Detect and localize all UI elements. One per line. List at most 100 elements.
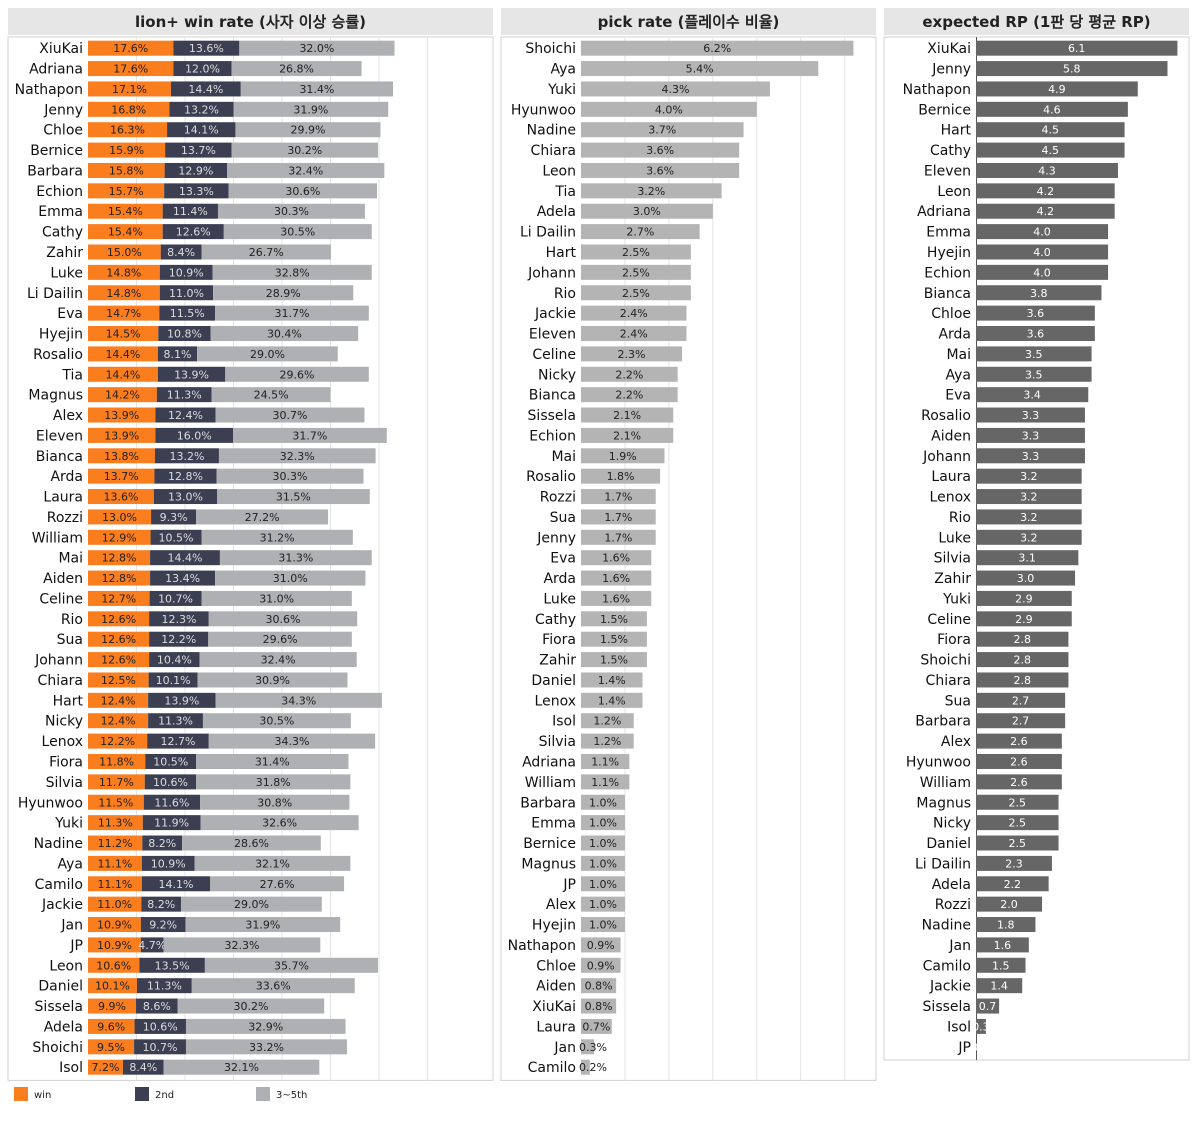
data-label: 1.0% (589, 837, 617, 850)
data-label: 10.6% (143, 1020, 178, 1033)
data-label: 31.7% (292, 429, 327, 442)
bar-segment (88, 1059, 123, 1075)
data-label: 3.0 (1017, 572, 1035, 585)
data-label: 3.2 (1020, 470, 1038, 483)
data-label: 11.6% (154, 796, 189, 809)
bar-segment (140, 917, 186, 933)
category-label: Chiara (926, 673, 971, 689)
data-label: 12.6% (101, 654, 136, 667)
data-label: 2.5% (622, 246, 650, 259)
bar (976, 346, 1092, 362)
bar (581, 713, 634, 729)
category-label: Emma (926, 225, 971, 241)
category-label: Leon (49, 958, 83, 974)
bar (976, 570, 1076, 586)
data-label: 34.3% (274, 735, 309, 748)
bar-segment (88, 733, 148, 749)
data-label: 0.9% (587, 939, 615, 952)
category-label: Yuki (54, 816, 83, 832)
category-label: Shoichi (920, 653, 971, 669)
bar (976, 387, 1089, 403)
data-label: 2.6 (1010, 776, 1028, 789)
data-label: 5.4% (686, 63, 714, 76)
data-label: 30.2% (233, 1000, 268, 1013)
bar (976, 978, 1023, 994)
bar-segment (158, 326, 211, 342)
data-label: 3.8 (1030, 287, 1048, 300)
bar (976, 611, 1072, 627)
data-label: 3.2 (1020, 511, 1038, 524)
data-label: 31.5% (276, 491, 311, 504)
data-label: 12.9% (178, 164, 213, 177)
data-label: 4.7% (138, 939, 166, 952)
data-label: 1.0% (589, 817, 617, 830)
category-label: Cathy (42, 225, 83, 241)
category-label: Alex (941, 734, 971, 750)
data-label: 10.5% (159, 531, 194, 544)
data-label: 10.6% (96, 959, 131, 972)
bar-segment (88, 203, 163, 219)
bar-segment (217, 203, 365, 219)
category-label: Magnus (916, 795, 971, 811)
bar-segment (218, 448, 376, 464)
data-label: 4.0% (655, 103, 683, 116)
bar (581, 61, 819, 77)
data-label: 12.6% (176, 226, 211, 239)
category-label: Hart (941, 123, 972, 139)
data-label: 3.3 (1022, 429, 1040, 442)
category-label: Arda (543, 571, 576, 587)
data-label: 31.4% (299, 83, 334, 96)
bar-segment (170, 81, 241, 97)
category-label: Sissela (35, 999, 83, 1015)
data-label: 32.0% (299, 42, 334, 55)
data-label: 1.0% (589, 796, 617, 809)
data-label: 10.6% (153, 776, 188, 789)
data-label: 30.9% (255, 674, 290, 687)
data-label: 2.8 (1013, 654, 1031, 667)
category-label: Hyunwoo (511, 102, 576, 118)
data-label: 32.1% (255, 857, 290, 870)
category-label: Eva (945, 388, 971, 404)
bar (581, 611, 647, 627)
category-label: Hart (53, 693, 84, 709)
bar-segment (88, 917, 141, 933)
data-label: 4.3 (1038, 164, 1056, 177)
category-label: Sua (945, 693, 971, 709)
bar (581, 264, 691, 280)
data-label: 1.4% (598, 674, 626, 687)
category-label: XiuKai (532, 999, 576, 1015)
legend-swatch (256, 1087, 270, 1101)
data-label: 11.4% (173, 205, 208, 218)
bar (976, 427, 1085, 443)
category-label: Rozzi (935, 897, 971, 913)
bar (581, 672, 643, 688)
category-label: Adela (537, 204, 576, 220)
bar-segment (88, 713, 149, 729)
bar-segment (204, 957, 379, 973)
bar-segment (200, 815, 359, 831)
data-label: 1.2% (593, 715, 621, 728)
bar (581, 326, 687, 342)
bar-segment (215, 305, 369, 321)
bar-segment (88, 101, 170, 117)
data-label: 4.6 (1043, 103, 1061, 116)
bar-segment (197, 346, 338, 362)
data-label: 1.6% (602, 592, 630, 605)
data-label: 13.8% (104, 450, 139, 463)
bar-segment (88, 529, 151, 545)
bar-segment (88, 835, 143, 851)
bar (976, 366, 1092, 382)
bar-segment (199, 652, 357, 668)
bar-segment (88, 550, 151, 566)
category-label: Laura (931, 469, 971, 485)
bar-segment (156, 387, 212, 403)
bar (581, 835, 625, 851)
category-label: Magnus (521, 856, 576, 872)
category-label: Eva (550, 551, 576, 567)
bar-segment (148, 713, 203, 729)
data-label: 1.1% (591, 755, 619, 768)
data-label: 13.9% (164, 694, 199, 707)
bar-segment (163, 937, 321, 953)
category-label: Aya (58, 856, 84, 872)
bar (581, 1018, 612, 1034)
